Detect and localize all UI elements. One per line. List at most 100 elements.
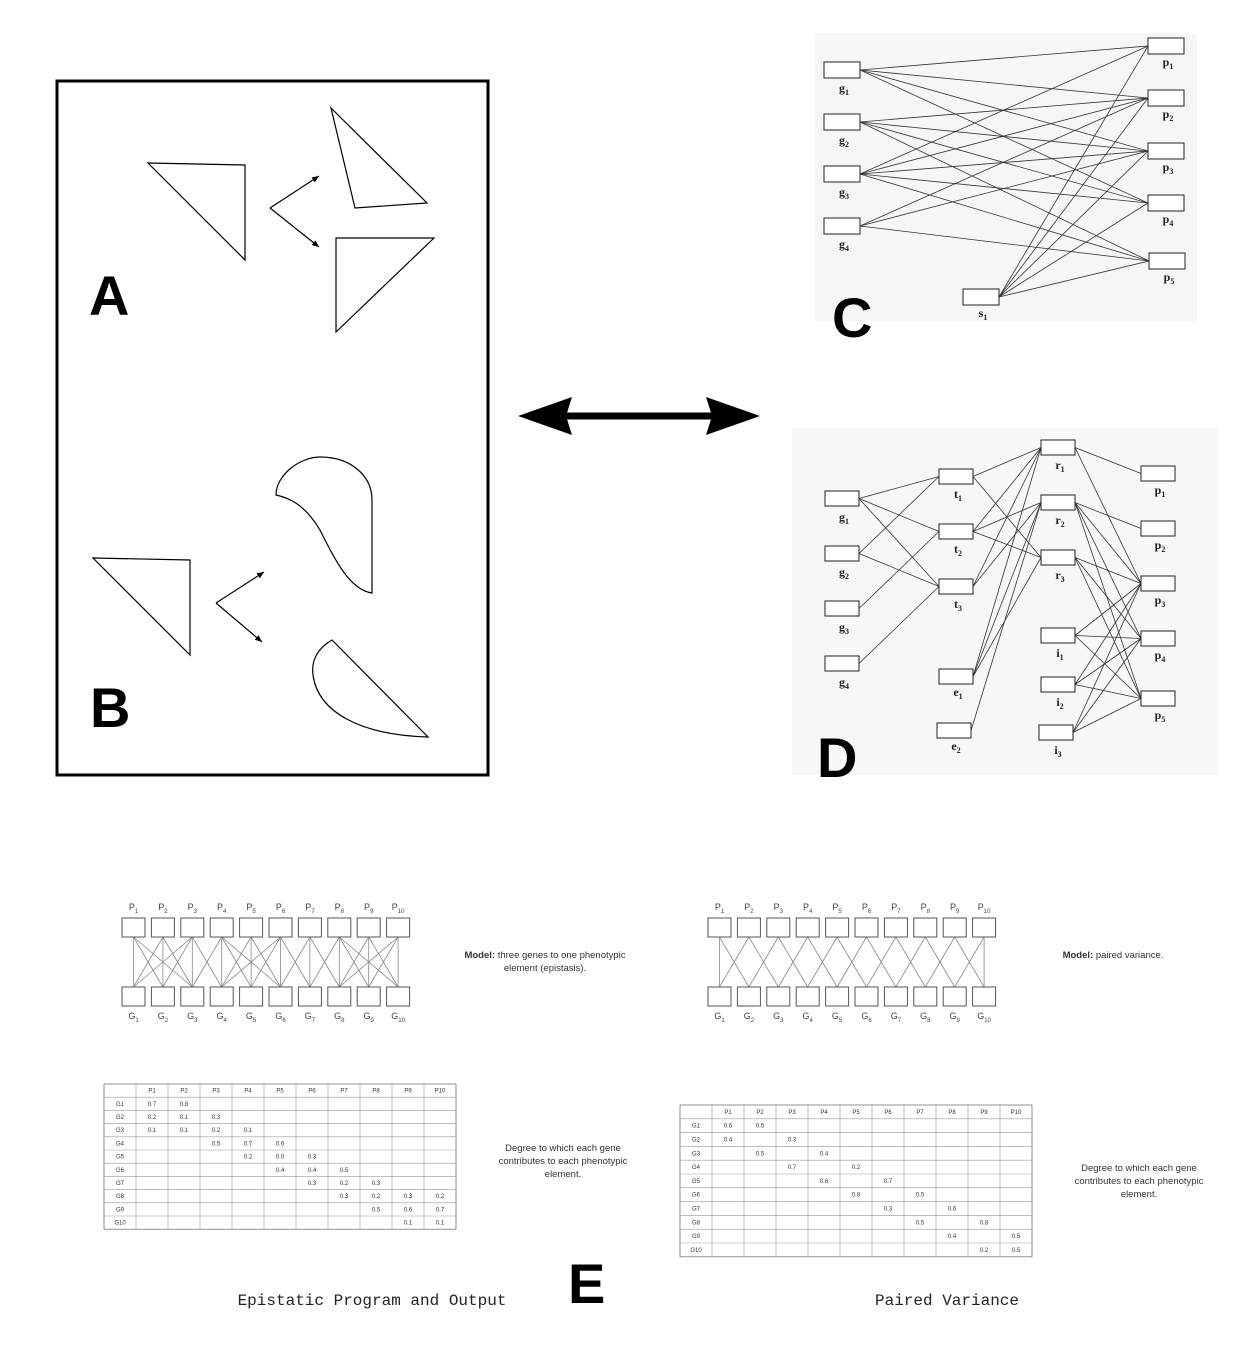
- left-cell: 0.2: [372, 1194, 381, 1200]
- node-p4: [1140, 630, 1176, 647]
- left-cell: 0.7: [244, 1141, 253, 1147]
- right-g-box-9: [942, 986, 967, 1007]
- left-header-cell: P9: [404, 1089, 412, 1095]
- teardrop-shape: [275, 456, 373, 594]
- epistasis-network: P1 G1 P2 G2 P3 G3 P4 G4 P5 G5 P6 G6 P7 G7 P8 G8 P9 G9 P10 G…: [121, 902, 411, 1024]
- left-p-box-3: [180, 917, 205, 938]
- left-header-cell: P3: [212, 1089, 220, 1095]
- right-cell: 0.4: [948, 1234, 957, 1240]
- panel-c-letter: C: [832, 286, 872, 349]
- left-g-box-10: [386, 986, 411, 1007]
- edge-g3-p3: [859, 150, 1149, 175]
- edge-g3-p1: [859, 45, 1149, 175]
- node-p2: [1147, 89, 1185, 107]
- node-g4: [824, 655, 860, 672]
- right-p-box-5: [825, 917, 850, 938]
- left-cell: 0.7: [148, 1102, 157, 1108]
- node-label-p2: p2: [1155, 538, 1166, 554]
- left-g-box-2: [150, 986, 175, 1007]
- left-edge-g2-p1: [133, 936, 164, 988]
- node-i2: [1040, 676, 1076, 693]
- left-cell: 0.5: [372, 1207, 381, 1213]
- left-p-label-7: P7: [305, 902, 315, 915]
- edge-i2-p5: [1074, 684, 1142, 699]
- left-cell: 0.1: [436, 1221, 445, 1227]
- edge-t2-r1: [972, 447, 1042, 532]
- left-p-box-6: [268, 917, 293, 938]
- node-p1: [1147, 37, 1185, 55]
- left-cell: 0.1: [148, 1128, 157, 1134]
- left-g-box-3: [180, 986, 205, 1007]
- left-cell: G4: [116, 1141, 125, 1147]
- edge-s1-p5: [998, 260, 1150, 298]
- left-cell: 0.0: [276, 1155, 285, 1161]
- edge-t3-r2: [972, 502, 1042, 587]
- left-cell: G8: [116, 1194, 125, 1200]
- right-table-border: [679, 1104, 1033, 1258]
- right-p-label-8: P8: [921, 902, 931, 915]
- edge-i2-p4: [1074, 638, 1142, 685]
- panel-a-letter: A: [89, 264, 129, 327]
- node-g3: [823, 165, 861, 183]
- left-edge-g10-p9: [368, 936, 399, 988]
- right-edge-g6-p5: [836, 936, 867, 988]
- right-g-label-10: G10: [977, 1011, 991, 1024]
- left-model-text-1: Model: three genes to one phenotypic: [464, 950, 625, 961]
- left-cell: G5: [116, 1155, 125, 1161]
- right-header-cell: P3: [788, 1110, 796, 1116]
- left-header-cell: P5: [276, 1089, 284, 1095]
- left-header-cell: P7: [340, 1089, 348, 1095]
- node-label-e1: e1: [953, 685, 962, 701]
- node-label-g3: g3: [839, 185, 849, 201]
- node-label-p5: p5: [1155, 708, 1166, 724]
- right-p-box-7: [883, 917, 908, 938]
- right-cell: 0.7: [884, 1179, 893, 1185]
- right-cell: G8: [692, 1220, 701, 1226]
- right-edge-g9-p8: [924, 936, 956, 988]
- left-edge-g3-p2: [162, 936, 193, 988]
- left-p-box-5: [239, 917, 264, 938]
- right-p-box-8: [913, 917, 938, 938]
- left-g-box-7: [297, 986, 322, 1007]
- node-g4: [823, 217, 861, 235]
- triangle-rotated: [329, 106, 429, 209]
- right-cell: 0.2: [980, 1248, 989, 1254]
- right-p-label-4: P4: [803, 902, 813, 915]
- right-cell: G10: [690, 1248, 702, 1254]
- right-g-label-5: G5: [832, 1011, 843, 1024]
- right-p-label-6: P6: [862, 902, 872, 915]
- node-label-g2: g2: [839, 133, 849, 149]
- edge-r1-p1: [1074, 447, 1142, 474]
- node-label-t2: t2: [954, 542, 962, 558]
- right-p-label-7: P7: [891, 902, 901, 915]
- node-r1: [1040, 439, 1076, 456]
- right-cell: G7: [692, 1207, 701, 1213]
- right-cell: 0.5: [916, 1193, 925, 1199]
- left-cell: 0.2: [212, 1128, 221, 1134]
- right-p-box-2: [736, 917, 761, 938]
- right-g-box-6: [854, 986, 879, 1007]
- arrow-down: [269, 207, 320, 248]
- node-label-p4: p4: [1155, 648, 1166, 664]
- right-edge-g3-p2: [748, 936, 779, 988]
- left-degree-line-1: Degree to which each gene: [505, 1143, 621, 1154]
- edge-g1-t1: [858, 476, 940, 499]
- node-p3: [1147, 142, 1185, 160]
- right-g-label-3: G3: [773, 1011, 784, 1024]
- right-cell: 0.8: [852, 1193, 861, 1199]
- half-moon-shape: [312, 639, 430, 738]
- node-label-p3: p3: [1155, 593, 1166, 609]
- left-header-cell: P4: [244, 1089, 252, 1095]
- node-label-p2: p2: [1163, 107, 1174, 123]
- right-degree-line-1: Degree to which each gene: [1081, 1163, 1197, 1174]
- double-arrow: [518, 397, 760, 435]
- left-edge-g6-p4: [221, 936, 281, 988]
- right-g-label-8: G8: [920, 1011, 931, 1024]
- left-cell: G7: [116, 1181, 125, 1187]
- edge-t3-r1: [972, 447, 1042, 587]
- edge-g4-p3: [859, 150, 1149, 227]
- left-p-box-10: [386, 917, 411, 938]
- right-cell: 0.5: [756, 1151, 765, 1157]
- left-cell: 0.5: [212, 1141, 221, 1147]
- right-header-cell: P8: [948, 1110, 956, 1116]
